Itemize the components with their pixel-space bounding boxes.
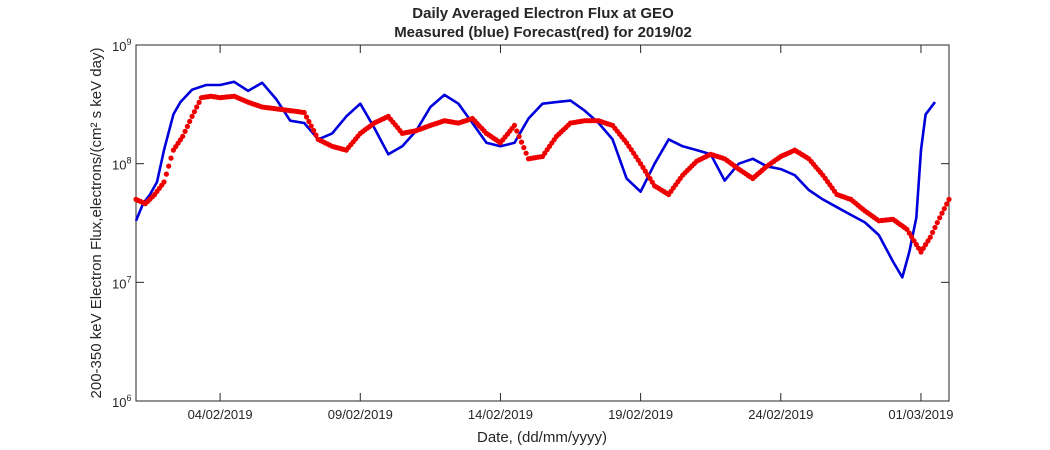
series-point [180, 133, 186, 139]
x-tick-label: 24/02/2019 [748, 407, 813, 422]
y-tick-label: 106 [112, 393, 131, 410]
chart-title: Daily Averaged Electron Flux at GEO [412, 5, 674, 22]
x-axis-label: Date, (dd/mm/yyyy) [477, 429, 607, 446]
series-dot [514, 128, 520, 134]
series-dot [523, 150, 529, 156]
series-dot [934, 220, 940, 226]
series-dot [516, 133, 522, 140]
series-dot [303, 114, 310, 120]
series-dot [191, 109, 197, 115]
x-tick-label: 19/02/2019 [608, 407, 673, 422]
series-dot [184, 123, 190, 129]
series-dot [906, 230, 912, 236]
series-point [301, 109, 307, 116]
series-dot [166, 163, 172, 169]
series-point [937, 215, 943, 221]
x-tick-label: 01/03/2019 [888, 407, 953, 422]
series-dot [313, 132, 319, 138]
y-tick-label: 107 [112, 274, 131, 291]
tick-layer: 04/02/2019 09/02/2019 14/02/2019 19/02/2019… [112, 37, 954, 422]
series-dot [182, 128, 188, 134]
series-dot [911, 238, 917, 244]
chart-subtitle: Measured (blue) Forecast(red) for 2019/0… [394, 24, 692, 41]
series-layer [133, 80, 952, 279]
series-dot [168, 155, 174, 161]
series-line-0 [134, 80, 937, 279]
y-tick-label: 108 [112, 156, 131, 173]
series-dot [311, 127, 317, 134]
series-dot [916, 245, 922, 251]
x-tick-label: 09/02/2019 [328, 407, 393, 422]
series-dot [187, 118, 193, 124]
series-dots-1 [133, 93, 952, 255]
series-dot [923, 242, 929, 248]
series-dot [941, 206, 947, 212]
axes-frame [135, 44, 950, 402]
y-tick-label: 109 [112, 37, 131, 54]
series-point [189, 113, 195, 119]
series-dot [521, 145, 527, 151]
x-tick-label: 14/02/2019 [468, 407, 533, 422]
plot-area: 04/02/2019 09/02/2019 14/02/2019 19/02/2019… [112, 37, 954, 422]
series-point [161, 179, 167, 185]
series-point [904, 226, 910, 232]
series-dot [932, 224, 938, 231]
series-dot [930, 229, 936, 235]
series-dot [194, 104, 200, 110]
series-dot [518, 139, 525, 145]
y-axis-label: 200-350 keV Electron Flux,electrons/(cm²… [88, 48, 105, 399]
series-point [946, 196, 952, 202]
x-tick-label: 04/02/2019 [188, 407, 253, 422]
series-point [511, 122, 518, 128]
series-dot [909, 234, 915, 240]
series-dot [196, 99, 202, 105]
series-dot [306, 118, 312, 125]
series-dot [944, 201, 950, 207]
series-dot [163, 171, 169, 177]
series-dot [645, 172, 651, 178]
series-point [638, 161, 644, 167]
series-point [927, 234, 933, 240]
series-dot [939, 210, 945, 216]
series-dot [308, 123, 314, 129]
